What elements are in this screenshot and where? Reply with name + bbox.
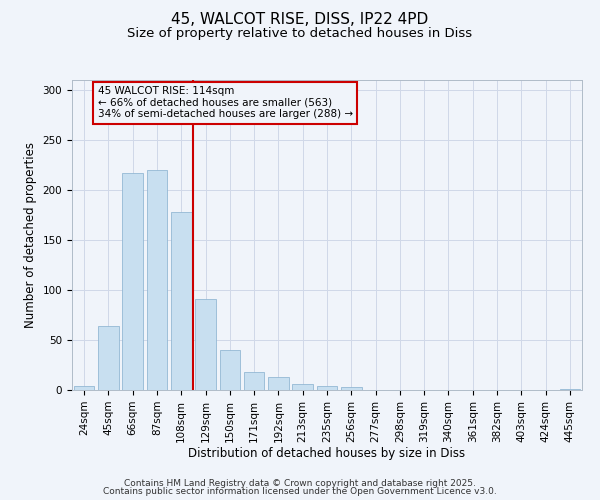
Bar bbox=[268, 377, 289, 390]
Bar bbox=[195, 299, 216, 390]
Bar bbox=[146, 170, 167, 390]
Text: Contains public sector information licensed under the Open Government Licence v3: Contains public sector information licen… bbox=[103, 487, 497, 496]
Bar bbox=[74, 386, 94, 390]
Bar bbox=[341, 387, 362, 390]
X-axis label: Distribution of detached houses by size in Diss: Distribution of detached houses by size … bbox=[188, 448, 466, 460]
Text: 45 WALCOT RISE: 114sqm
← 66% of detached houses are smaller (563)
34% of semi-de: 45 WALCOT RISE: 114sqm ← 66% of detached… bbox=[97, 86, 353, 120]
Bar bbox=[220, 350, 240, 390]
Bar bbox=[98, 326, 119, 390]
Bar bbox=[244, 372, 265, 390]
Bar bbox=[292, 384, 313, 390]
Text: Contains HM Land Registry data © Crown copyright and database right 2025.: Contains HM Land Registry data © Crown c… bbox=[124, 478, 476, 488]
Bar bbox=[122, 173, 143, 390]
Y-axis label: Number of detached properties: Number of detached properties bbox=[24, 142, 37, 328]
Text: Size of property relative to detached houses in Diss: Size of property relative to detached ho… bbox=[127, 28, 473, 40]
Bar bbox=[317, 386, 337, 390]
Bar bbox=[560, 389, 580, 390]
Bar bbox=[171, 212, 191, 390]
Text: 45, WALCOT RISE, DISS, IP22 4PD: 45, WALCOT RISE, DISS, IP22 4PD bbox=[172, 12, 428, 28]
